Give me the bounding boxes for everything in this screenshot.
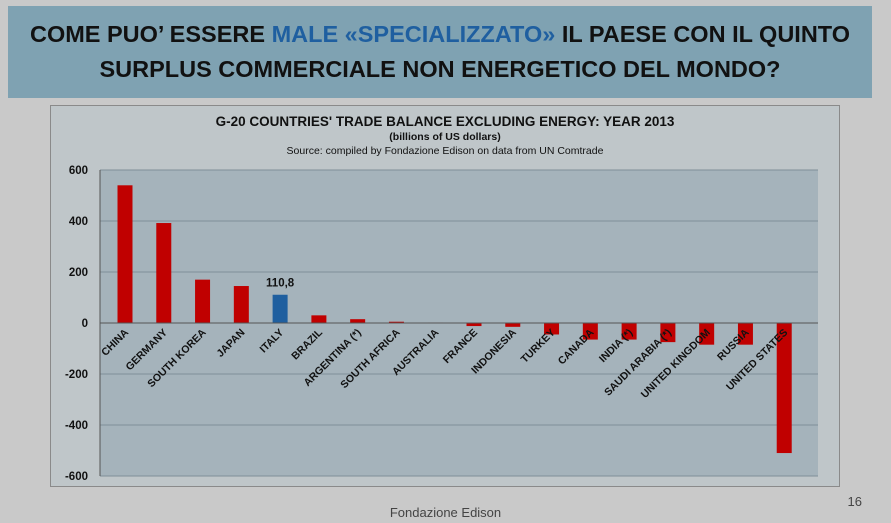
bar-france bbox=[466, 323, 482, 327]
bar-china bbox=[117, 185, 133, 323]
bar-saudi-arabia bbox=[660, 323, 676, 343]
highlight-value-label: 110,8 bbox=[266, 278, 295, 290]
annotations: 110,8 bbox=[266, 278, 295, 290]
page-number: 16 bbox=[847, 494, 862, 509]
y-tick-label: 200 bbox=[69, 267, 88, 279]
bar-germany bbox=[156, 223, 172, 323]
bar-brazil bbox=[311, 315, 327, 323]
bar-argentina bbox=[350, 319, 366, 323]
bar-canada bbox=[582, 323, 598, 340]
y-tick-label: -200 bbox=[65, 369, 88, 381]
slide-title-part2: IL PAESE CON IL QUINTO bbox=[555, 21, 851, 47]
slide-title-banner: COME PUO’ ESSERE MALE «SPECIALIZZATO» IL… bbox=[8, 6, 872, 98]
bar-south-korea bbox=[195, 279, 211, 323]
bar-united-kingdom bbox=[699, 323, 715, 345]
chart-title: G-20 COUNTRIES' TRADE BALANCE EXCLUDING … bbox=[216, 114, 675, 129]
bar-italy bbox=[272, 294, 288, 323]
slide-title-line2: SURPLUS COMMERCIALE NON ENERGETICO DEL M… bbox=[99, 56, 781, 82]
chart-source: Source: compiled by Fondazione Edison on… bbox=[287, 145, 604, 157]
bar-japan bbox=[233, 286, 249, 323]
bar-south-africa bbox=[388, 321, 404, 323]
bar-india bbox=[621, 323, 637, 340]
y-tick-label: 0 bbox=[82, 318, 88, 330]
bar-indonesia bbox=[505, 323, 521, 327]
footer-text: Fondazione Edison bbox=[389, 505, 502, 520]
y-tick-label: 600 bbox=[69, 165, 88, 177]
y-tick-label: -400 bbox=[65, 420, 88, 432]
y-tick-label: 400 bbox=[69, 216, 88, 228]
chart-subtitle: (billions of US dollars) bbox=[389, 131, 500, 143]
trade-balance-chart: G-20 COUNTRIES' TRADE BALANCE EXCLUDING … bbox=[65, 114, 818, 483]
bar-united-states bbox=[776, 323, 792, 454]
slide-title-line1: COME PUO’ ESSERE MALE «SPECIALIZZATO» IL… bbox=[30, 17, 850, 52]
bar-series bbox=[100, 185, 818, 454]
slide-title-highlight: MALE «SPECIALIZZATO» bbox=[271, 21, 556, 47]
chart-frame: G-20 COUNTRIES' TRADE BALANCE EXCLUDING … bbox=[50, 105, 840, 487]
slide-title-part1: COME PUO’ ESSERE bbox=[29, 21, 272, 47]
bar-russia bbox=[737, 323, 753, 345]
y-axis: -600 -400 -200 0 200 400 600 bbox=[65, 165, 101, 483]
bar-turkey bbox=[544, 323, 560, 335]
y-tick-label: -600 bbox=[65, 471, 88, 483]
